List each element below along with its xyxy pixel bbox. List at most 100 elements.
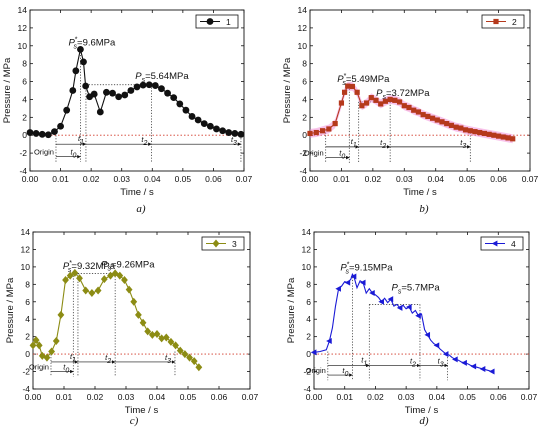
data-point-14 (96, 108, 104, 116)
data-point-5 (338, 100, 345, 106)
x-tick-label: 0.00 (302, 174, 319, 184)
data-point-11 (363, 100, 370, 106)
data-point-22 (415, 109, 422, 115)
data-point-31 (458, 125, 464, 131)
data-point-8 (62, 275, 69, 284)
x-tick-label: 0.04 (144, 174, 161, 184)
chart-panel-3: 0.00 0.01 0.02 0.03 0.04 0.05 0.06 0.07 -4 -2 0 2 4 6… (5, 227, 259, 427)
chart-panel-2: 0.00 0.01 0.02 0.03 0.04 0.05 0.06 0.07 -4 -2 0 2 4 6… (282, 5, 539, 215)
data-point-14 (94, 286, 102, 295)
y-tick-label: 4 (306, 314, 311, 324)
t1-label: t1 (351, 137, 357, 149)
y-tick-label: 10 (298, 41, 308, 51)
data-point-54 (479, 365, 486, 372)
data-point-40 (500, 134, 506, 140)
data-point-21 (139, 81, 147, 89)
x-tick-label: 0.01 (333, 174, 350, 184)
x-tick-label: 0.06 (490, 392, 507, 402)
data-point-4 (51, 128, 58, 136)
y-tick-label: 2 (22, 112, 27, 122)
data-point-36 (424, 331, 431, 338)
x-tick-label: 0.04 (427, 174, 444, 184)
panel-label: a) (136, 203, 146, 215)
data-point-13 (373, 97, 379, 103)
panel-label: c) (130, 415, 139, 427)
y-tick-label: 10 (21, 262, 31, 272)
t1-label: t1 (78, 134, 84, 146)
y-tick-label: -4 (22, 384, 30, 394)
y-tick-label: 2 (25, 332, 30, 342)
data-point-32 (181, 350, 189, 359)
t2-label: t2 (380, 138, 386, 150)
peak1-annotation: P* s=9.15MPa (340, 261, 393, 275)
data-point-12 (82, 286, 90, 295)
data-point-23 (151, 82, 159, 89)
data-point-legend (212, 239, 220, 248)
t2-label: t2 (141, 135, 147, 147)
y-tick-label: 4 (22, 94, 27, 104)
data-point-37 (486, 131, 492, 137)
y-tick-label: 8 (22, 59, 27, 69)
y-tick-label: 0 (306, 349, 311, 359)
data-point-8 (349, 83, 356, 90)
legend-label: 3 (232, 239, 237, 249)
x-tick-label: 0.05 (459, 174, 476, 184)
x-tick-label: 0.04 (429, 392, 446, 402)
y-axis-label: Pressure / MPa (286, 277, 297, 343)
origin-label: Origin (304, 149, 324, 158)
data-point-20 (125, 285, 133, 294)
y-tick-label: -2 (299, 148, 307, 158)
data-point-4 (43, 353, 51, 362)
x-tick-label: 0.01 (56, 392, 73, 402)
series-line (32, 272, 200, 368)
data-point-39 (433, 342, 440, 349)
y-tick-label: 0 (302, 130, 307, 140)
data-point-18 (116, 271, 124, 280)
t2-label: t2 (105, 353, 111, 365)
x-tick-label: 0.05 (175, 174, 192, 184)
x-axis-label: Time / s (403, 187, 437, 198)
plot-frame (29, 9, 245, 172)
data-point-30 (453, 124, 459, 130)
data-point-1 (32, 130, 40, 137)
data-point-25 (164, 89, 171, 97)
x-tick-label: 0.01 (336, 392, 353, 402)
x-tick-label: 0.01 (52, 174, 69, 184)
peak2-annotation: Ps=3.72MPa (376, 88, 430, 101)
data-point-57 (488, 368, 495, 375)
x-tick-label: 0.06 (205, 174, 222, 184)
t3-label: t3 (165, 353, 171, 365)
x-tick-label: 0.05 (459, 392, 476, 402)
data-point-33 (415, 312, 421, 319)
data-point-5 (48, 347, 55, 356)
y-tick-label: -4 (299, 166, 307, 176)
data-point-33 (213, 125, 220, 133)
x-tick-label: 0.00 (306, 392, 323, 402)
data-point-24 (144, 327, 152, 336)
data-point-17 (111, 269, 119, 278)
data-point-19 (401, 103, 407, 109)
data-point-0 (26, 129, 34, 136)
data-point-31 (200, 120, 208, 127)
data-point-15 (359, 279, 366, 286)
x-axis-label: Time / s (120, 187, 154, 198)
data-point-12 (350, 273, 357, 280)
data-point-21 (411, 107, 417, 113)
data-point-3 (326, 126, 332, 132)
peak2-annotation: Ps=9.26MPa (101, 259, 155, 272)
data-point-29 (188, 113, 196, 120)
peak1-annotation: P* s=9.32MPa (63, 260, 116, 274)
data-point-18 (396, 99, 403, 105)
data-point-36 (481, 130, 488, 137)
data-point-legend (491, 240, 498, 247)
y-tick-label: 6 (25, 297, 30, 307)
t0-label: t0 (63, 363, 69, 375)
y-tick-label: 14 (21, 227, 31, 237)
data-point-3 (44, 131, 52, 139)
data-point-14 (378, 101, 384, 107)
y-tick-label: -2 (19, 148, 27, 158)
data-point-21 (130, 297, 138, 306)
data-point-10 (359, 103, 365, 109)
data-point-0 (310, 349, 317, 356)
data-point-32 (206, 122, 214, 130)
